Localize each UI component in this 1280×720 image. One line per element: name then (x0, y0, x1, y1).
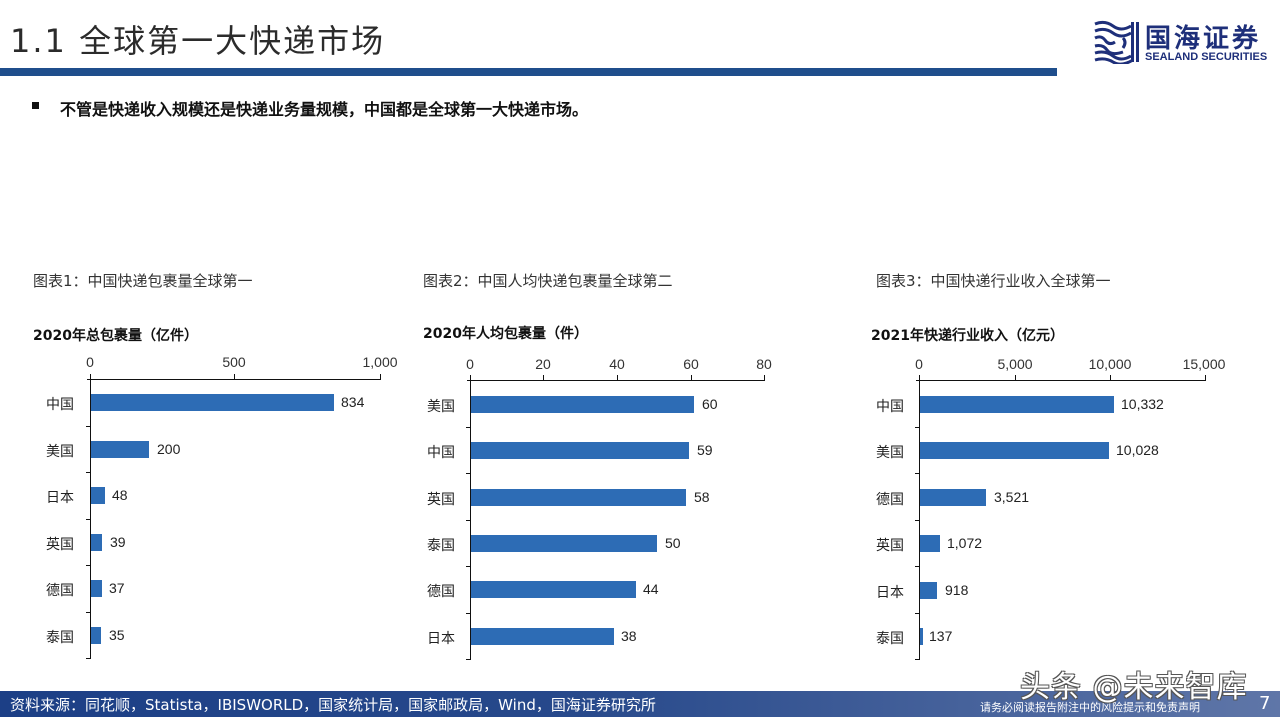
company-logo: 国海证券 SEALAND SECURITIES (1093, 18, 1273, 68)
x-tick-label: 1,000 (362, 354, 398, 370)
x-tick-label: 15,000 (1182, 356, 1226, 372)
category-label: 美国 (876, 445, 904, 461)
bar (91, 627, 101, 644)
category-label: 德国 (427, 584, 455, 600)
value-label: 58 (694, 489, 710, 505)
disclaimer-note: 请务必阅读报告附注中的风险提示和免责声明 (980, 701, 1200, 714)
chart-2-title: 2020年人均包裹量（件） (423, 326, 588, 342)
watermark: 头条 @未来智库 (1020, 670, 1248, 705)
chart-1-title: 2020年总包裹量（亿件） (33, 328, 198, 344)
logo-name-en: SEALAND SECURITIES (1145, 51, 1268, 63)
value-label: 10,332 (1121, 396, 1164, 412)
value-label: 50 (665, 535, 681, 551)
bar (91, 487, 105, 504)
category-label: 德国 (876, 492, 904, 508)
category-label: 日本 (876, 585, 904, 601)
bar (471, 489, 686, 506)
category-label: 英国 (427, 492, 455, 508)
bar (920, 582, 937, 599)
chart-2-y-axis (470, 380, 471, 659)
bar (471, 396, 694, 413)
bullet-text: 不管是快递收入规模还是快递业务量规模，中国都是全球第一大快递市场。 (60, 100, 589, 119)
x-tick-label: 40 (609, 356, 625, 372)
bar (471, 442, 689, 459)
value-label: 44 (643, 581, 659, 597)
bar (920, 535, 940, 552)
value-label: 38 (621, 628, 637, 644)
bar (920, 628, 923, 645)
data-source-note: 资料来源：同花顺，Statista，IBISWORLD，国家统计局，国家邮政局，… (10, 696, 656, 714)
x-tick-label: 0 (466, 356, 474, 372)
x-tick-label: 60 (683, 356, 699, 372)
value-label: 918 (945, 582, 969, 598)
category-label: 中国 (427, 445, 455, 461)
category-label: 美国 (427, 399, 455, 415)
x-tick-label: 0 (86, 354, 94, 370)
category-label: 中国 (46, 397, 74, 413)
bar (920, 489, 986, 506)
bar (91, 580, 102, 597)
bar (920, 396, 1114, 413)
category-label: 泰国 (46, 630, 74, 646)
x-tick-label: 500 (222, 354, 246, 370)
category-label: 中国 (876, 399, 904, 415)
chart-3-y-axis (919, 380, 920, 659)
value-label: 35 (109, 627, 125, 643)
footer-bar (0, 691, 1280, 717)
value-label: 200 (157, 441, 181, 457)
bar (91, 441, 149, 458)
chart-1-caption: 图表1：中国快递包裹量全球第一 (33, 272, 253, 290)
bar (91, 394, 334, 411)
category-label: 日本 (46, 490, 74, 506)
value-label: 48 (112, 487, 128, 503)
bar (471, 535, 657, 552)
bar (471, 581, 636, 598)
category-label: 日本 (427, 631, 455, 647)
value-label: 37 (109, 580, 125, 596)
bar (471, 628, 614, 645)
page-title: 1.1 全球第一大快递市场 (10, 22, 386, 60)
header-divider (0, 68, 1057, 76)
value-label: 60 (702, 396, 718, 412)
x-tick-label: 5,000 (997, 356, 1033, 372)
value-label: 834 (341, 394, 365, 410)
chart-3-caption: 图表3：中国快递行业收入全球第一 (876, 272, 1111, 290)
value-label: 1,072 (947, 535, 983, 551)
category-label: 泰国 (427, 538, 455, 554)
bullet-marker-icon (32, 102, 39, 109)
page-number: 7 (1259, 693, 1271, 714)
chart-2-caption: 图表2：中国人均快递包裹量全球第二 (423, 272, 673, 290)
x-tick-label: 0 (915, 356, 923, 372)
category-label: 英国 (46, 537, 74, 553)
value-label: 10,028 (1116, 442, 1159, 458)
category-label: 英国 (876, 538, 904, 554)
bar (920, 442, 1109, 459)
category-label: 德国 (46, 583, 74, 599)
bar (91, 534, 102, 551)
logo-name-cn: 国海证券 (1145, 24, 1262, 54)
value-label: 39 (110, 534, 126, 550)
x-tick-label: 80 (756, 356, 772, 372)
value-label: 3,521 (994, 489, 1030, 505)
value-label: 137 (929, 628, 953, 644)
category-label: 美国 (46, 444, 74, 460)
chart-3-title: 2021年快递行业收入（亿元） (871, 328, 1064, 344)
sealand-wave-logo-icon (1093, 20, 1139, 64)
value-label: 59 (697, 442, 713, 458)
x-tick-label: 20 (535, 356, 551, 372)
category-label: 泰国 (876, 631, 904, 647)
x-tick-label: 10,000 (1088, 356, 1132, 372)
